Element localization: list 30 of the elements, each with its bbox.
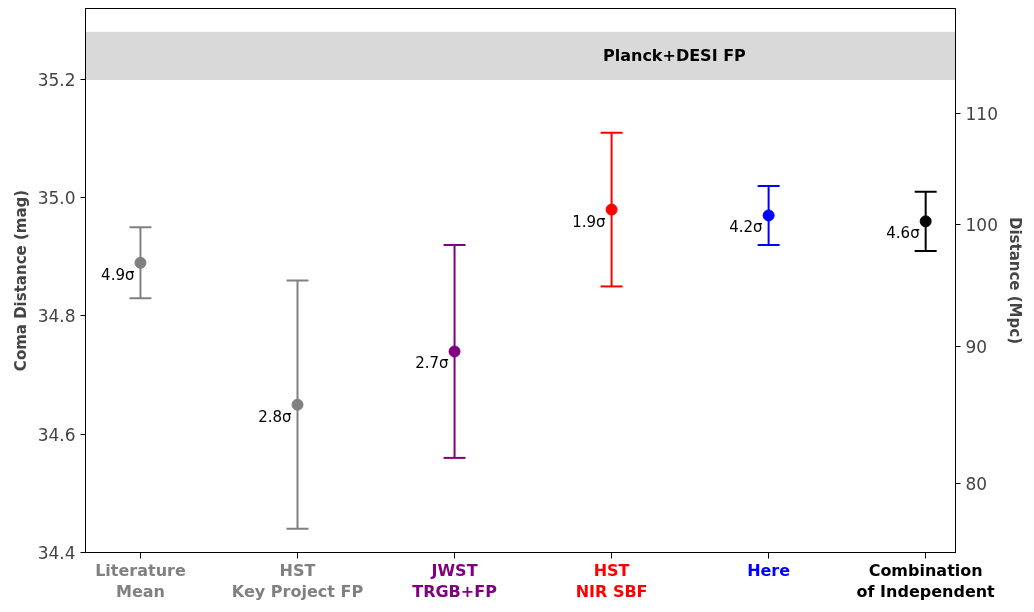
point bbox=[134, 256, 147, 269]
y-tick-label: 35.2 bbox=[37, 69, 76, 90]
y-tick-label: 35.0 bbox=[37, 188, 76, 209]
x-tick-label: HST NIR SBF bbox=[575, 560, 648, 602]
x-tick-label: Combination of Independent bbox=[856, 560, 996, 602]
x-tick-label: HST Key Project FP bbox=[231, 560, 364, 602]
x-tick-label: JWST TRGB+FP bbox=[412, 560, 498, 602]
point bbox=[919, 215, 932, 228]
x-tick-label: Literature Mean bbox=[95, 560, 186, 602]
band-label: Planck+DESI FP bbox=[602, 46, 747, 66]
y2-tick-label: 80 bbox=[965, 474, 988, 495]
annotation: 4.6σ bbox=[886, 224, 921, 243]
annotation: 1.9σ bbox=[572, 212, 607, 231]
annotation: 4.2σ bbox=[729, 218, 764, 237]
point bbox=[605, 203, 618, 216]
y2-tick-label: 90 bbox=[965, 337, 988, 358]
point bbox=[291, 398, 304, 411]
annotation: 2.8σ bbox=[258, 407, 292, 426]
y-tick-label: 34.8 bbox=[37, 306, 76, 327]
y2-tick-label: 100 bbox=[965, 214, 998, 235]
x-tick-label: Here bbox=[747, 560, 791, 580]
annotation: 2.7σ bbox=[415, 354, 450, 373]
y-tick-label: 34.4 bbox=[37, 543, 76, 563]
y2-tick-label: 110 bbox=[965, 104, 998, 125]
annotation: 4.9σ bbox=[101, 265, 135, 284]
point bbox=[762, 209, 775, 222]
y2-axis-title: Distance (Mpc) bbox=[1005, 216, 1024, 345]
point bbox=[448, 345, 461, 358]
y-tick-label: 34.6 bbox=[37, 424, 76, 445]
y-axis-title: Coma Distance (mag) bbox=[11, 189, 30, 372]
